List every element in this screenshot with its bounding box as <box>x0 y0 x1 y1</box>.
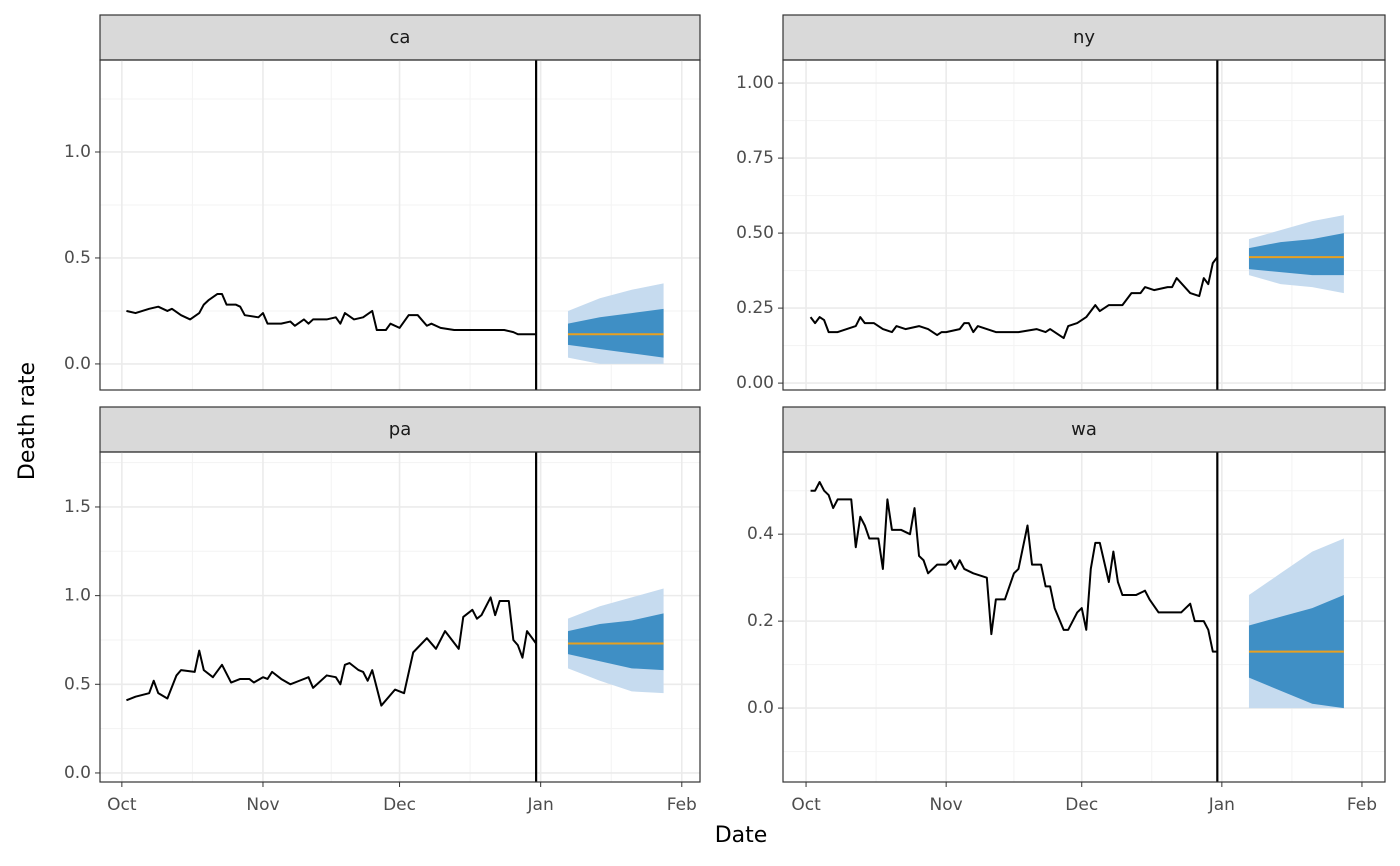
strip <box>782 14 1386 61</box>
y-tick-label: 0.0 <box>64 763 91 783</box>
panel: ca 0.0 0.5 1.0 <box>64 14 701 391</box>
x-tick-label: Dec <box>383 795 416 815</box>
strip <box>99 406 701 453</box>
y-tick-label: 0.50 <box>736 223 774 243</box>
line <box>810 481 1218 653</box>
y-tick-label: 0.5 <box>64 674 91 694</box>
y-tick-label: 0.0 <box>64 354 91 374</box>
x-tick-label: Nov <box>246 795 279 815</box>
panel-background <box>783 60 1385 390</box>
y-tick-label: 0.4 <box>747 524 774 544</box>
y-tick-label: 0.75 <box>736 148 774 168</box>
line <box>126 292 537 336</box>
y-tick-label: 0.25 <box>736 298 774 318</box>
y-tick-label: 1.00 <box>736 73 774 93</box>
panel-border <box>99 59 701 391</box>
x-tick-label: Jan <box>527 795 554 815</box>
line <box>809 256 1219 340</box>
x-tick-label: Feb <box>667 795 697 815</box>
panel-border <box>782 451 1386 783</box>
band-50 <box>567 308 664 358</box>
x-tick-label: Feb <box>1347 795 1377 815</box>
panel: wa 0.0 0.2 0.4 Oct Nov Dec Jan Feb <box>747 406 1386 815</box>
panel: pa 0.0 0.5 1.0 1.5 Oct Nov Dec Jan Feb <box>64 406 701 815</box>
x-axis-title: Date <box>715 823 768 848</box>
y-tick-label: 1.0 <box>64 142 91 162</box>
x-tick-label: Oct <box>791 795 821 815</box>
strip-text: ny <box>1073 27 1095 48</box>
strip-text: pa <box>389 419 411 440</box>
y-tick-label: 0.5 <box>64 248 91 268</box>
x-tick-label: Jan <box>1208 795 1235 815</box>
panel-border <box>99 451 701 783</box>
band-50 <box>567 613 664 671</box>
y-tick-label: 0.2 <box>747 611 774 631</box>
line <box>126 596 537 707</box>
y-tick-label: 1.0 <box>64 586 91 606</box>
x-tick-label: Oct <box>107 795 137 815</box>
strip-text: ca <box>390 27 411 48</box>
y-tick-label: 0.0 <box>747 698 774 718</box>
x-tick-label: Nov <box>930 795 963 815</box>
y-tick-label: 0.00 <box>736 373 774 393</box>
y-tick-label: 1.5 <box>64 497 91 517</box>
strip-text: wa <box>1071 419 1097 440</box>
panel-border <box>782 59 1386 391</box>
band-50 <box>1248 233 1344 276</box>
panel: ny 0.00 0.25 0.50 0.75 1.00 <box>736 14 1386 393</box>
y-axis-title: Death rate <box>15 362 40 480</box>
x-tick-label: Dec <box>1065 795 1098 815</box>
